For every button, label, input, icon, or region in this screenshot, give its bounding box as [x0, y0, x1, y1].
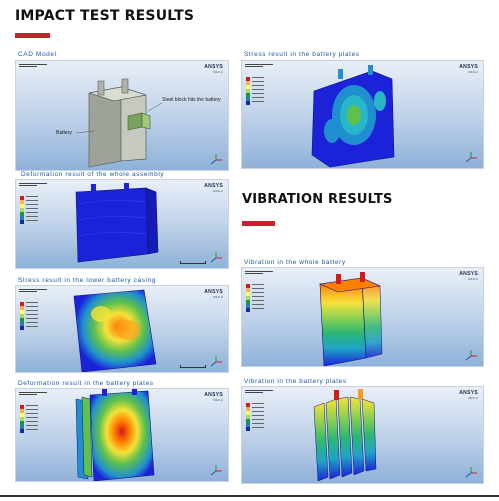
figure-header-text — [19, 392, 47, 399]
axis-triad-icon — [210, 252, 222, 264]
axis-triad-icon — [465, 152, 477, 164]
color-legend — [246, 77, 250, 105]
caption-deformation-assembly: Deformation result of the whole assembly — [21, 171, 165, 178]
deformation-assembly-figure: ANSYS R19.2 — [15, 179, 229, 269]
ansys-logo: ANSYS R19.2 — [459, 271, 478, 282]
legend-values — [26, 302, 40, 330]
caption-deformation-plates: Deformation result in the battery plates — [18, 380, 154, 387]
scale-bar — [180, 365, 206, 368]
legend-values — [252, 77, 266, 105]
figure-header-text — [245, 390, 273, 397]
ansys-logo: ANSYS R19.2 — [204, 289, 223, 300]
ansys-logo: ANSYS R19.2 — [459, 390, 478, 401]
ansys-logo: ANSYS R19.2 — [204, 183, 223, 194]
figure-header-text — [19, 289, 47, 296]
impact-test-heading: IMPACT TEST RESULTS — [15, 8, 195, 24]
caption-stress-plates: Stress result in the battery plates — [244, 51, 360, 58]
figure-header-text — [245, 64, 273, 71]
deformation-plates-figure: ANSYS R19.2 — [15, 388, 229, 482]
color-legend — [20, 405, 24, 433]
axis-triad-icon — [210, 154, 222, 166]
caption-stress-lower-casing: Stress result in the lower battery casin… — [18, 277, 157, 284]
vibration-whole-figure: ANSYS R19.2 — [241, 267, 484, 367]
color-legend — [20, 196, 24, 224]
color-legend — [20, 302, 24, 330]
legend-values — [252, 403, 266, 431]
color-legend — [246, 403, 250, 431]
stress-plates-figure: ANSYS R19.2 — [241, 60, 484, 169]
vibration-heading-underline — [242, 221, 275, 226]
color-legend — [246, 284, 250, 312]
impact-heading-underline — [15, 33, 50, 38]
cad-model-figure: ANSYS R19.2 Steel block hits the battery … — [15, 60, 229, 171]
figure-header-text — [245, 271, 273, 278]
vibration-heading: VIBRATION RESULTS — [242, 192, 393, 207]
caption-cad-model: CAD Model — [18, 51, 57, 58]
legend-values — [26, 196, 40, 224]
ansys-logo: ANSYS R19.2 — [459, 64, 478, 75]
stress-lower-casing-figure: ANSYS R19.2 — [15, 285, 229, 373]
label-battery: Battery — [56, 130, 72, 136]
ansys-logo: ANSYS R19.2 — [204, 392, 223, 403]
legend-values — [26, 405, 40, 433]
label-steel-block: Steel block hits the battery — [162, 97, 221, 103]
vibration-plates-figure: ANSYS R19.2 — [241, 386, 484, 484]
ansys-logo: ANSYS R19.2 — [204, 64, 223, 75]
axis-triad-icon — [210, 356, 222, 368]
caption-vibration-whole: Vibration in the whole battery — [244, 259, 346, 266]
legend-values — [252, 284, 266, 312]
bottom-divider — [0, 495, 499, 497]
figure-header-text — [19, 183, 47, 190]
axis-triad-icon — [465, 350, 477, 362]
figure-header-text — [19, 64, 47, 71]
scale-bar — [180, 261, 206, 264]
caption-vibration-plates: Vibration in the battery plates — [244, 378, 347, 385]
axis-triad-icon — [210, 465, 222, 477]
axis-triad-icon — [465, 467, 477, 479]
